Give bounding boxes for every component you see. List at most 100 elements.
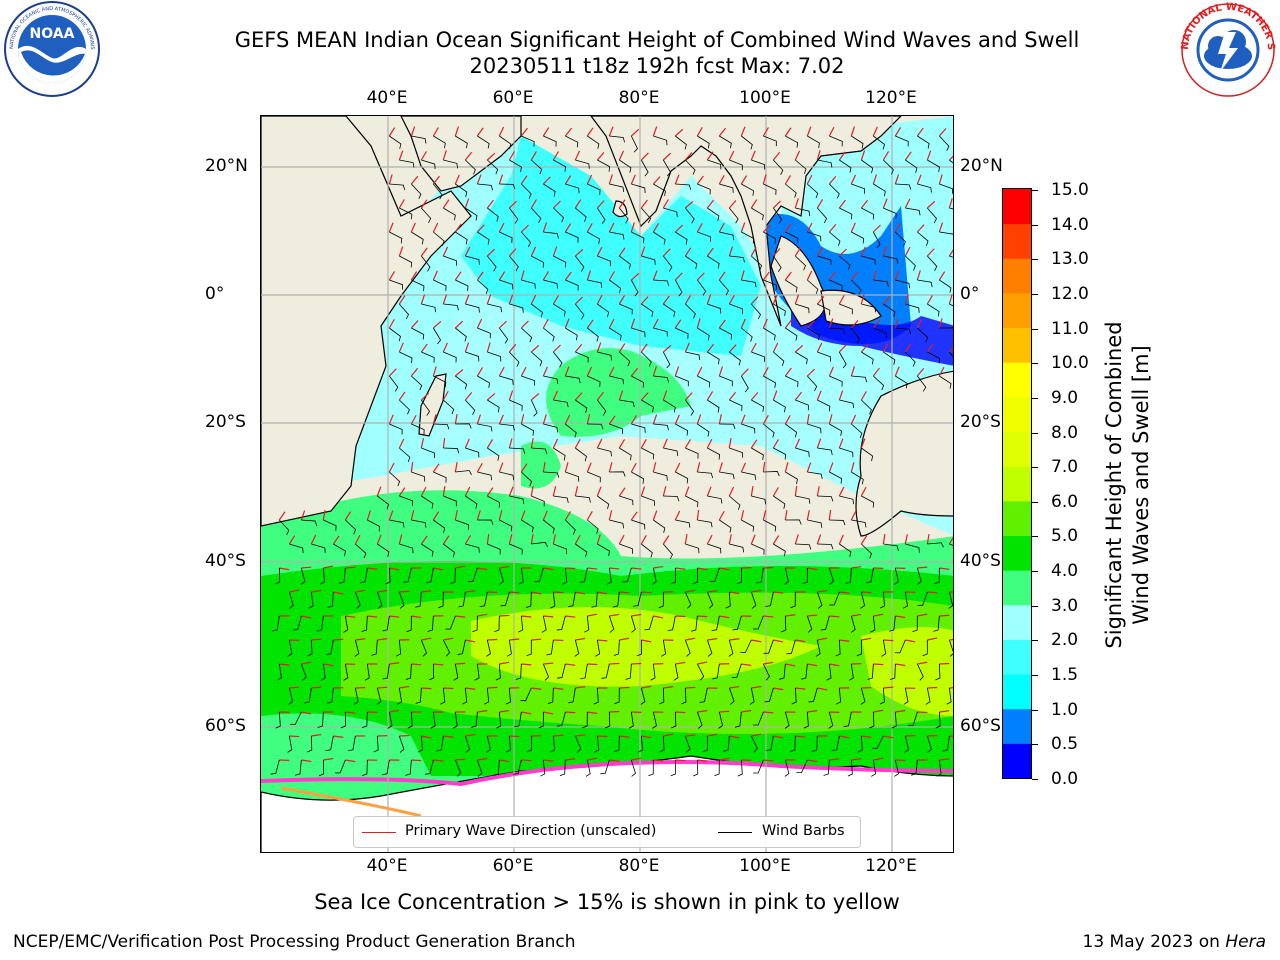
- wave-direction-arrow: [565, 615, 576, 618]
- wave-direction-arrow: [696, 366, 703, 377]
- wave-direction-arrow: [816, 199, 824, 209]
- wind-barb: [889, 663, 896, 681]
- wind-barb: [707, 495, 723, 504]
- wind-barb: [658, 591, 664, 609]
- colorbar-bin: [1003, 708, 1031, 744]
- wave-direction-arrow: [586, 222, 593, 233]
- wind-barb: [719, 423, 736, 430]
- wind-barb: [308, 591, 314, 609]
- wave-direction-arrow: [542, 222, 548, 233]
- wave-direction-arrow: [838, 344, 847, 353]
- wave-direction-arrow: [564, 414, 571, 425]
- wind-barb: [433, 519, 446, 534]
- wave-direction-arrow: [531, 591, 542, 595]
- wind-barb: [465, 495, 478, 509]
- wind-barb: [530, 399, 538, 417]
- wind-barb: [531, 207, 542, 223]
- wave-direction-arrow: [838, 248, 847, 257]
- colorbar-bin: [1003, 500, 1031, 536]
- colorbar-tick-mark: [1032, 328, 1038, 330]
- wave-direction-arrow: [442, 150, 447, 161]
- wave-direction-arrow: [882, 534, 886, 545]
- nws-logo: NATIONAL WEATHER SERVICE: [1174, 0, 1278, 98]
- wind-barb: [399, 255, 413, 268]
- wind-barb: [785, 135, 799, 148]
- wind-barb: [949, 159, 953, 164]
- wave-direction-arrow: [838, 438, 844, 449]
- wave-direction-arrow: [574, 199, 582, 209]
- colorbar-tick-mark: [1032, 536, 1038, 538]
- wind-barb: [531, 495, 545, 507]
- wind-barb: [707, 159, 722, 170]
- wind-barb: [653, 471, 668, 481]
- wave-direction-arrow: [894, 270, 900, 281]
- wave-direction-arrow: [829, 758, 840, 761]
- wind-barb: [543, 135, 557, 147]
- wave-direction-arrow: [552, 200, 561, 209]
- wind-barb: [575, 303, 585, 320]
- wave-direction-arrow: [917, 613, 928, 617]
- wave-direction-arrow: [564, 223, 572, 233]
- wind-barb: [910, 759, 918, 776]
- wave-direction-arrow: [641, 735, 652, 739]
- wave-direction-arrow: [388, 271, 396, 281]
- wave-direction-arrow: [949, 687, 953, 689]
- wind-barb: [895, 279, 910, 289]
- wind-barb: [851, 183, 866, 194]
- wind-barb: [807, 279, 819, 295]
- wave-direction-arrow: [728, 200, 737, 209]
- wind-barb: [421, 399, 430, 416]
- wind-barb: [707, 543, 722, 554]
- wind-barb: [795, 303, 810, 314]
- wind-barb: [609, 375, 625, 385]
- wind-barb: [477, 471, 493, 481]
- wind-barb: [796, 759, 808, 774]
- wind-barb: [817, 255, 832, 265]
- wave-direction-arrow: [398, 246, 404, 257]
- wind-barb: [860, 591, 866, 609]
- wave-direction-arrow: [762, 318, 768, 329]
- colorbar-tick-mark: [1032, 293, 1038, 295]
- wind-barb: [389, 231, 403, 244]
- wind-barb: [543, 231, 559, 239]
- wave-direction-arrow: [904, 534, 908, 545]
- wave-direction-arrow: [696, 272, 705, 281]
- wave-direction-arrow: [807, 663, 818, 667]
- wind-barb: [289, 543, 304, 554]
- wave-direction-arrow: [718, 127, 727, 137]
- wind-barb: [428, 663, 435, 681]
- wind-barb: [904, 735, 909, 753]
- wave-direction-arrow: [706, 534, 713, 545]
- wind-barb: [499, 471, 515, 481]
- wave-direction-arrow: [345, 566, 356, 569]
- wind-barb: [477, 375, 490, 388]
- wind-barb: [376, 591, 383, 609]
- wave-direction-arrow: [829, 663, 840, 667]
- wave-direction-arrow: [652, 176, 661, 185]
- wave-direction-arrow: [345, 615, 356, 618]
- wave-direction-arrow: [740, 318, 746, 329]
- wave-direction-arrow: [807, 759, 818, 763]
- wave-direction-arrow: [388, 319, 395, 329]
- wind-barb: [806, 615, 813, 633]
- wave-direction-arrow: [388, 127, 396, 137]
- wave-direction-arrow: [476, 127, 484, 137]
- wind-barb: [697, 375, 711, 388]
- wind-barb: [756, 567, 764, 584]
- wave-direction-arrow: [323, 565, 334, 569]
- wind-barb: [707, 399, 720, 413]
- wave-direction-arrow: [872, 224, 881, 233]
- wind-barb: [763, 183, 777, 195]
- wave-direction-arrow: [520, 366, 527, 377]
- wind-barb: [411, 519, 427, 528]
- wind-barb: [753, 711, 764, 726]
- wave-direction-arrow: [608, 510, 613, 521]
- wave-direction-arrow: [662, 248, 671, 257]
- wind-barb: [829, 591, 840, 606]
- wind-barb: [373, 735, 379, 753]
- wind-barb: [546, 639, 554, 656]
- wave-direction-arrow: [675, 567, 686, 570]
- wave-direction-arrow: [398, 150, 404, 161]
- wave-direction-arrow: [641, 685, 652, 689]
- wave-direction-arrow: [696, 414, 702, 425]
